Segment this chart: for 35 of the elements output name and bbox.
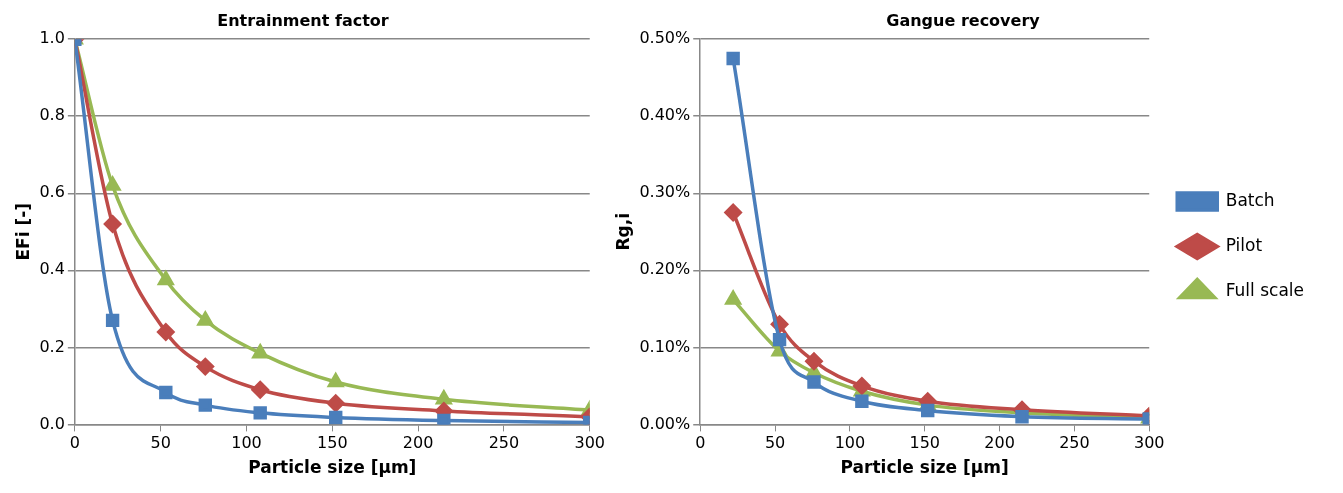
x-axis-title: Particle size [µm] [840,457,1009,478]
x-tick-label: 150 [317,433,348,453]
x-tick-label: 200 [984,433,1015,453]
chart-title: Gangue recovery [886,10,1041,30]
x-tick-label: 100 [834,433,866,453]
x-tick-label: 0 [695,433,706,453]
y-tick-label: 0.0 [39,413,65,433]
x-tick-label: 250 [1059,433,1090,453]
x-tick-label: 150 [909,433,940,453]
legend-label: Batch [1225,189,1275,210]
x-tick-label: 300 [1133,433,1165,453]
y-tick-label: 0.00% [639,413,691,433]
y-tick-label: 0.20% [639,259,691,279]
chart-title: Entrainment factor [217,10,389,30]
y-tick-label: 0.40% [639,105,691,125]
y-tick-label: 0.6 [39,182,65,202]
x-tick-label: 50 [150,433,171,453]
y-tick-label: 0.8 [39,105,65,125]
y-axis-title: EFi [-] [12,203,33,261]
y-tick-label: 0.50% [639,28,691,48]
y-tick-label: 0.2 [39,336,65,356]
x-tick-label: 300 [574,433,605,453]
x-tick-label: 200 [402,433,434,453]
y-tick-label: 0.10% [639,336,691,356]
x-tick-label: 250 [488,433,520,453]
legend-label: Pilot [1225,234,1263,255]
y-tick-label: 1.0 [39,28,65,48]
x-tick-label: 100 [231,433,262,453]
x-tick-label: 50 [764,433,786,453]
x-axis-title: Particle size [µm] [248,457,417,478]
x-tick-label: 0 [69,433,80,453]
y-axis-title: Rg,i [612,213,633,251]
y-tick-label: 0.4 [39,259,65,279]
legend-label: Full scale [1225,279,1304,300]
y-tick-label: 0.30% [639,182,691,202]
